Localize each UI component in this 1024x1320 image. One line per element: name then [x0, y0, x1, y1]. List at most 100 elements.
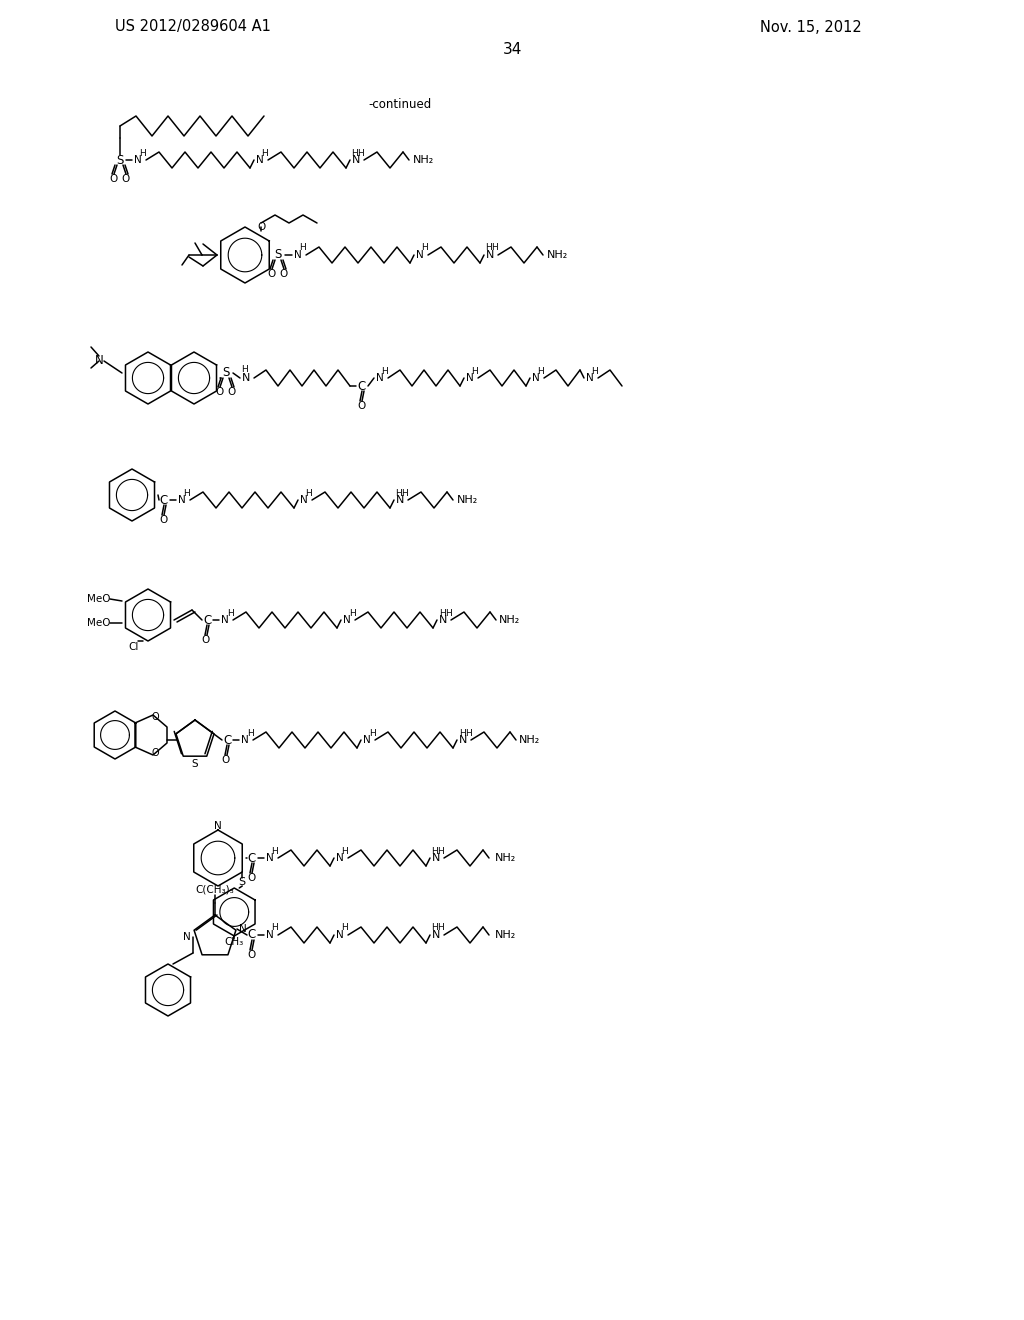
- Text: H: H: [492, 243, 499, 252]
- Text: N: N: [343, 615, 351, 624]
- Text: C: C: [248, 928, 256, 941]
- Text: H: H: [342, 846, 348, 855]
- Text: N: N: [532, 374, 540, 383]
- Text: H: H: [271, 924, 279, 932]
- Text: H: H: [422, 243, 428, 252]
- Text: H: H: [437, 924, 444, 932]
- Text: S: S: [191, 759, 199, 770]
- Text: H: H: [437, 846, 444, 855]
- Text: N: N: [221, 615, 229, 624]
- Text: MeO: MeO: [86, 618, 110, 628]
- Text: -continued: -continued: [369, 99, 432, 111]
- Text: MeO: MeO: [86, 594, 110, 605]
- Text: H: H: [247, 729, 253, 738]
- Text: O: O: [122, 174, 130, 183]
- Text: N: N: [266, 853, 273, 863]
- Text: H: H: [465, 729, 471, 738]
- Text: N: N: [485, 249, 495, 260]
- Text: US 2012/0289604 A1: US 2012/0289604 A1: [115, 20, 271, 34]
- Text: O: O: [357, 401, 366, 411]
- Text: N: N: [241, 735, 249, 744]
- Text: H: H: [395, 488, 402, 498]
- Text: C: C: [160, 494, 168, 507]
- Text: CH₃: CH₃: [224, 937, 244, 946]
- Text: N: N: [183, 932, 190, 942]
- Text: N: N: [266, 931, 273, 940]
- Text: H: H: [357, 149, 365, 157]
- Text: H: H: [261, 149, 268, 157]
- Text: S: S: [239, 876, 246, 887]
- Text: O: O: [222, 755, 230, 766]
- Text: O: O: [216, 387, 224, 397]
- Text: C: C: [248, 851, 256, 865]
- Text: NH₂: NH₂: [519, 735, 541, 744]
- Text: N: N: [364, 735, 371, 744]
- Text: H: H: [438, 609, 445, 618]
- Text: C: C: [203, 614, 211, 627]
- Text: Nov. 15, 2012: Nov. 15, 2012: [760, 20, 862, 34]
- Text: N: N: [432, 931, 440, 940]
- Text: N: N: [416, 249, 424, 260]
- Text: O: O: [202, 635, 210, 645]
- Text: 34: 34: [503, 42, 521, 58]
- Text: N: N: [256, 154, 264, 165]
- Text: Cl: Cl: [129, 642, 139, 652]
- Text: H: H: [459, 729, 465, 738]
- Text: N: N: [432, 853, 440, 863]
- Text: N: N: [336, 853, 344, 863]
- Text: O: O: [247, 950, 255, 960]
- Text: H: H: [485, 243, 493, 252]
- Text: N: N: [396, 495, 404, 506]
- Text: H: H: [592, 367, 598, 375]
- Text: N: N: [300, 495, 308, 506]
- Text: C: C: [223, 734, 231, 747]
- Text: N: N: [459, 735, 467, 744]
- Text: H: H: [432, 924, 438, 932]
- Text: NH₂: NH₂: [547, 249, 567, 260]
- Text: H: H: [472, 367, 478, 375]
- Text: O: O: [152, 711, 159, 722]
- Text: N: N: [352, 154, 360, 165]
- Text: N: N: [336, 931, 344, 940]
- Text: N: N: [586, 374, 594, 383]
- Text: NH₂: NH₂: [457, 495, 477, 506]
- Text: H: H: [271, 846, 279, 855]
- Text: O: O: [152, 748, 159, 758]
- Text: H: H: [538, 367, 545, 375]
- Text: H: H: [444, 609, 452, 618]
- Text: N: N: [466, 374, 474, 383]
- Text: O: O: [159, 515, 167, 525]
- Text: H: H: [342, 924, 348, 932]
- Text: N: N: [376, 374, 384, 383]
- Text: N: N: [94, 355, 103, 367]
- Text: H: H: [351, 149, 358, 157]
- Text: H: H: [241, 366, 248, 375]
- Text: H: H: [300, 243, 306, 252]
- Text: H: H: [305, 488, 312, 498]
- Text: H: H: [183, 488, 190, 498]
- Text: O: O: [257, 222, 265, 232]
- Text: S: S: [117, 153, 124, 166]
- Text: H: H: [139, 149, 146, 157]
- Text: N: N: [178, 495, 186, 506]
- Text: NH₂: NH₂: [495, 931, 516, 940]
- Text: O: O: [280, 269, 288, 279]
- Text: NH₂: NH₂: [413, 154, 433, 165]
- Text: O: O: [228, 387, 237, 397]
- Text: C: C: [357, 380, 367, 392]
- Text: H: H: [348, 609, 355, 618]
- Text: N: N: [294, 249, 302, 260]
- Text: O: O: [247, 873, 255, 883]
- Text: S: S: [274, 248, 282, 261]
- Text: N: N: [439, 615, 447, 624]
- Text: C(CH₃)₃: C(CH₃)₃: [196, 884, 234, 895]
- Text: N: N: [214, 821, 222, 832]
- Text: N: N: [242, 374, 250, 383]
- Text: NH₂: NH₂: [495, 853, 516, 863]
- Text: N: N: [240, 924, 247, 935]
- Text: O: O: [110, 174, 118, 183]
- Text: N: N: [134, 154, 142, 165]
- Text: H: H: [226, 609, 233, 618]
- Text: H: H: [432, 846, 438, 855]
- Text: NH₂: NH₂: [500, 615, 520, 624]
